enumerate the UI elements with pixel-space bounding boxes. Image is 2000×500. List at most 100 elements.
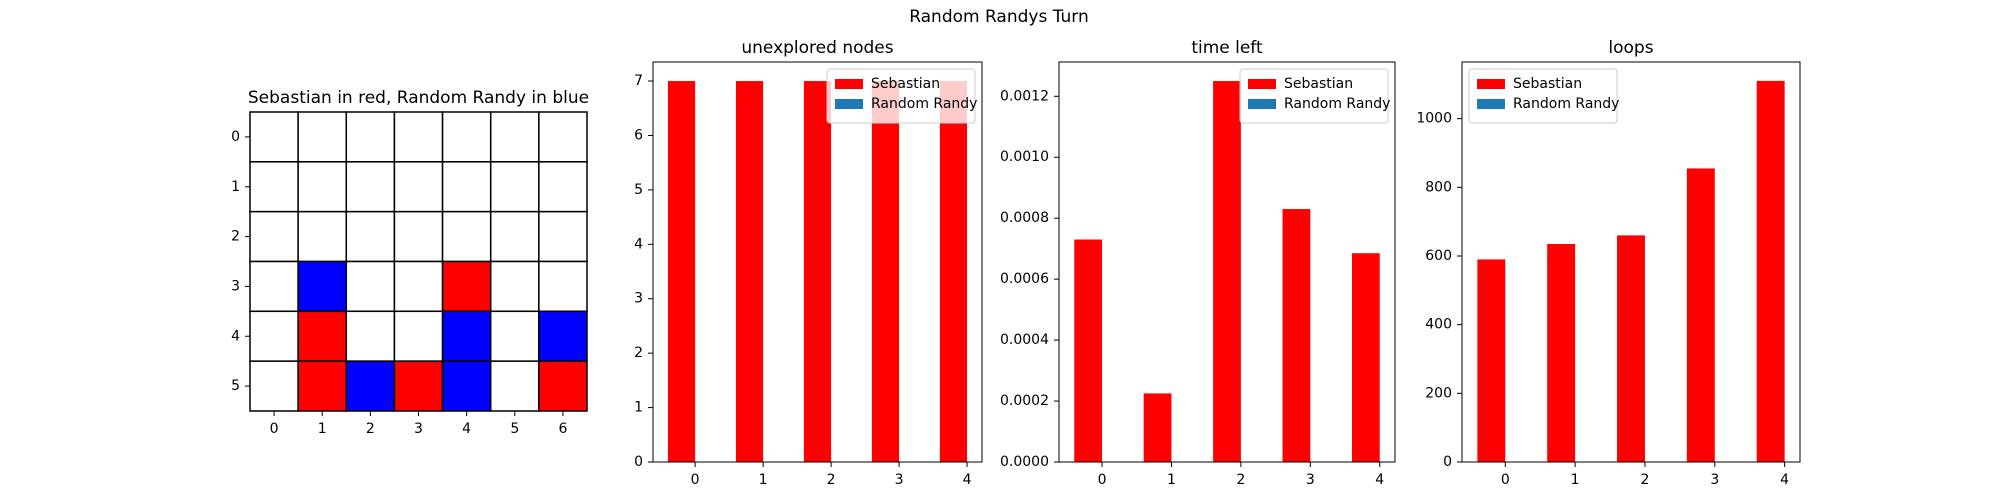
bar xyxy=(1686,168,1715,462)
cell xyxy=(538,310,588,362)
y-tick-label: 600 xyxy=(1425,248,1452,264)
axes-title: Sebastian in red, Random Randy in blue xyxy=(248,88,589,108)
x-tick-label: 4 xyxy=(963,472,972,488)
bar xyxy=(1213,81,1241,463)
x-tick-label: 2 xyxy=(1641,472,1650,488)
cell xyxy=(393,111,444,163)
x-tick-label: 1 xyxy=(759,472,768,488)
legend-label: Random Randy xyxy=(1513,96,1619,112)
cell xyxy=(249,360,299,412)
cell xyxy=(441,210,492,263)
bar xyxy=(1351,253,1380,462)
legend-swatch xyxy=(1248,99,1276,109)
y-tick-label: 2 xyxy=(231,229,240,245)
x-tick-label: 2 xyxy=(366,421,375,437)
cell xyxy=(393,360,444,412)
y-tick-label: 4 xyxy=(634,236,643,252)
y-tick-label: 0.0008 xyxy=(1000,210,1049,226)
cell xyxy=(538,111,588,163)
x-tick-label: 0 xyxy=(1501,472,1510,488)
x-tick-label: 3 xyxy=(1710,472,1719,488)
cell xyxy=(297,360,348,412)
bar xyxy=(667,81,696,463)
cell xyxy=(538,161,588,213)
cell xyxy=(249,310,299,362)
bar xyxy=(1547,243,1576,462)
cell xyxy=(297,210,348,263)
cell xyxy=(297,310,348,362)
legend-label: Sebastian xyxy=(1284,76,1353,92)
cell xyxy=(538,260,588,313)
bar xyxy=(1477,259,1506,462)
y-tick-label: 0.0012 xyxy=(1000,88,1049,104)
x-tick-label: 0 xyxy=(1098,472,1107,488)
cell xyxy=(393,310,444,362)
y-tick-label: 2 xyxy=(634,345,643,361)
bar xyxy=(1143,393,1172,462)
legend-label: Random Randy xyxy=(1284,96,1390,112)
y-tick-label: 4 xyxy=(231,328,240,344)
cell xyxy=(297,111,348,163)
cell xyxy=(249,161,299,213)
x-tick-label: 3 xyxy=(414,421,423,437)
cell xyxy=(489,360,540,412)
legend-box xyxy=(826,68,976,124)
cell xyxy=(249,210,299,263)
cell xyxy=(297,161,348,213)
x-tick-label: 6 xyxy=(558,421,567,437)
x-tick-label: 1 xyxy=(1167,472,1176,488)
x-tick-label: 4 xyxy=(1375,472,1384,488)
y-tick-label: 0 xyxy=(231,129,240,145)
bar xyxy=(1756,80,1785,462)
cell xyxy=(297,260,348,313)
y-tick-label: 3 xyxy=(231,278,240,294)
y-tick-label: 0.0004 xyxy=(1000,332,1049,348)
cell xyxy=(489,310,540,362)
legend-box xyxy=(1468,68,1618,124)
cell xyxy=(538,360,588,412)
x-tick-label: 2 xyxy=(1236,472,1245,488)
axes-title: unexplored nodes xyxy=(741,38,893,58)
legend-label: Random Randy xyxy=(871,96,977,112)
bar xyxy=(735,81,764,463)
bar xyxy=(1282,209,1311,462)
x-tick-label: 1 xyxy=(318,421,327,437)
y-tick-label: 1 xyxy=(634,400,643,416)
legend-swatch xyxy=(835,79,863,89)
y-tick-label: 0 xyxy=(634,454,643,470)
y-tick-label: 5 xyxy=(231,378,240,394)
cell xyxy=(249,260,299,313)
y-tick-label: 1 xyxy=(231,179,240,195)
bar xyxy=(939,81,968,463)
y-tick-label: 5 xyxy=(634,182,643,198)
x-tick-label: 0 xyxy=(691,472,700,488)
y-tick-label: 6 xyxy=(634,127,643,143)
cell xyxy=(345,111,396,163)
cell xyxy=(489,111,540,163)
y-tick-label: 0.0000 xyxy=(1000,454,1049,470)
y-tick-label: 400 xyxy=(1425,317,1452,333)
bar xyxy=(1617,235,1645,462)
x-tick-label: 3 xyxy=(895,472,904,488)
x-tick-label: 1 xyxy=(1571,472,1580,488)
cell xyxy=(345,360,396,412)
x-tick-label: 4 xyxy=(1780,472,1789,488)
y-tick-label: 0.0002 xyxy=(1000,393,1049,409)
x-tick-label: 3 xyxy=(1306,472,1315,488)
x-tick-label: 2 xyxy=(827,472,836,488)
cell xyxy=(249,111,299,163)
bar xyxy=(803,81,832,463)
x-tick-label: 0 xyxy=(270,421,279,437)
axes-title: loops xyxy=(1608,38,1653,58)
cell xyxy=(441,360,492,412)
cell xyxy=(393,260,444,313)
axes-title: time left xyxy=(1191,38,1263,58)
legend-swatch xyxy=(1477,99,1505,109)
y-tick-label: 1000 xyxy=(1416,111,1452,127)
cell xyxy=(441,310,492,362)
axes-frame xyxy=(652,61,983,463)
legend-label: Sebastian xyxy=(1513,76,1582,92)
cell xyxy=(538,210,588,263)
cell xyxy=(489,161,540,213)
